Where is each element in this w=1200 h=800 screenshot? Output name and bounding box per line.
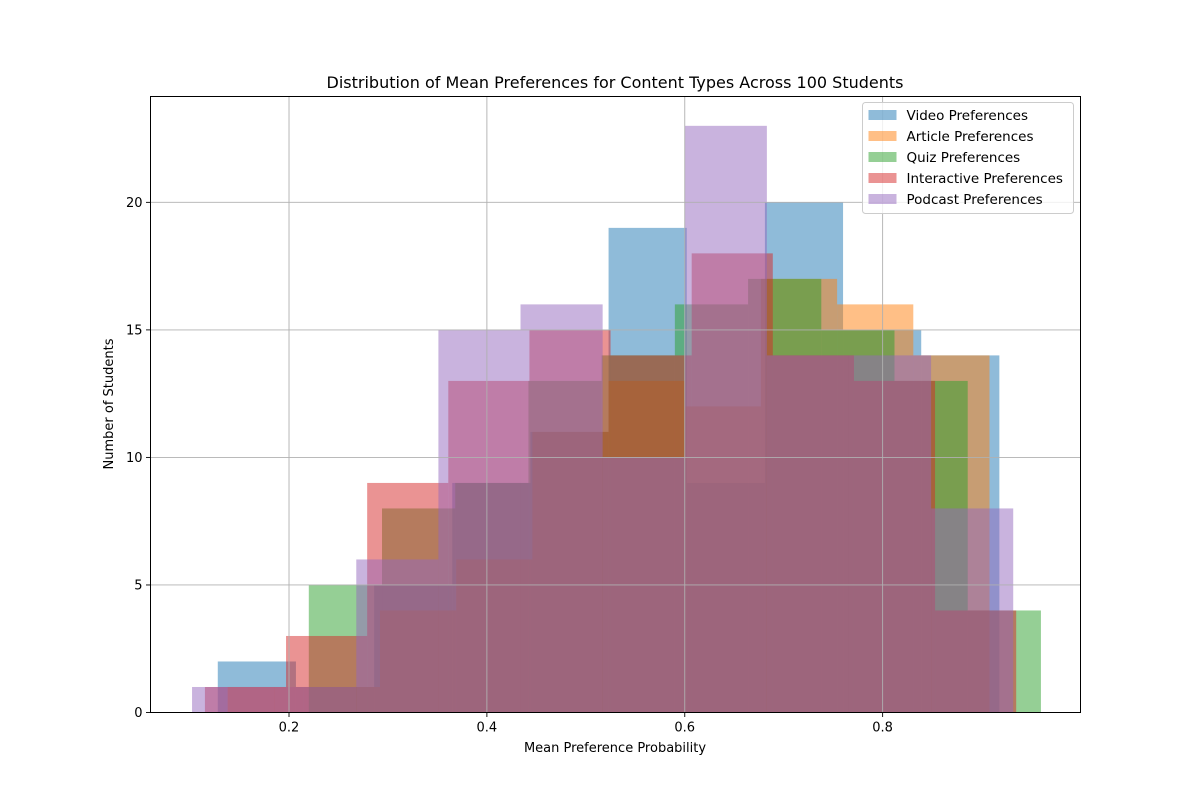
series-podcast-preferences xyxy=(192,125,1014,713)
x-tick-label: 0.8 xyxy=(872,721,893,736)
legend-swatch-video-preferences xyxy=(868,110,897,120)
bar-podcast-preferences-1 xyxy=(274,686,357,713)
bar-podcast-preferences-9 xyxy=(931,508,1014,713)
x-tick-label: 0.4 xyxy=(477,721,498,736)
x-axis-label: Mean Preference Probability xyxy=(524,741,706,756)
ticks-layer: 0.2 0.4 0.6 0.8 0 5 10 15 20 xyxy=(126,196,893,736)
bar-podcast-preferences-8 xyxy=(848,355,932,713)
bar-podcast-preferences-2 xyxy=(356,559,439,713)
bar-podcast-preferences-0 xyxy=(192,686,275,713)
x-tick-label: 0.2 xyxy=(279,721,300,736)
legend-swatch-quiz-preferences xyxy=(868,152,897,162)
y-tick-label: 15 xyxy=(126,323,143,338)
y-tick-label: 0 xyxy=(134,706,142,721)
bar-podcast-preferences-4 xyxy=(520,304,603,713)
legend-swatch-article-preferences xyxy=(868,131,897,141)
y-tick-label: 10 xyxy=(126,451,143,466)
y-tick-label: 5 xyxy=(134,578,142,593)
x-tick-label: 0.6 xyxy=(674,721,695,736)
legend-label-video-preferences: Video Preferences xyxy=(907,108,1029,124)
legend-swatch-podcast-preferences xyxy=(868,194,897,204)
bars-layer xyxy=(192,125,1041,713)
bar-podcast-preferences-6 xyxy=(684,125,767,713)
plot-frame xyxy=(150,96,1081,713)
bar-podcast-preferences-3 xyxy=(438,329,521,713)
legend-box xyxy=(862,102,1074,214)
y-tick-label: 20 xyxy=(126,196,143,211)
legend-label-interactive-preferences: Interactive Preferences xyxy=(907,171,1063,187)
chart-title: Distribution of Mean Preferences for Con… xyxy=(327,73,904,92)
bar-podcast-preferences-7 xyxy=(766,355,849,713)
legend-label-podcast-preferences: Podcast Preferences xyxy=(907,192,1043,208)
legend-swatch-interactive-preferences xyxy=(868,173,897,183)
legend-label-article-preferences: Article Preferences xyxy=(907,129,1034,145)
legend: Video Preferences Article Preferences Quiz… xyxy=(862,102,1074,214)
legend-label-quiz-preferences: Quiz Preferences xyxy=(907,150,1021,166)
y-axis-label: Number of Students xyxy=(102,338,117,469)
